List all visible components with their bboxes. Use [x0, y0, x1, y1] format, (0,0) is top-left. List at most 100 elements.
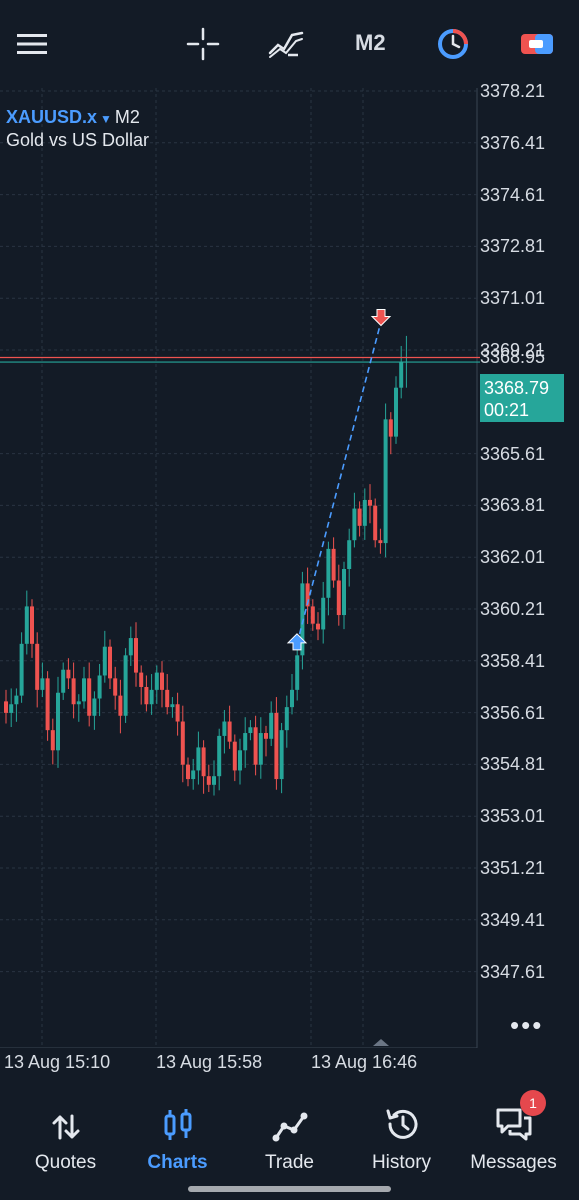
candle-body: [326, 548, 331, 598]
price-label: 3374.61: [480, 184, 546, 205]
trade-panel-icon[interactable]: [515, 22, 559, 66]
candle-body: [196, 747, 201, 771]
candle-body: [305, 583, 310, 607]
candle-body: [321, 597, 326, 630]
candle-body: [144, 686, 149, 705]
candle-body: [269, 712, 274, 739]
indicators-icon[interactable]: [264, 22, 308, 66]
candle-body: [139, 672, 144, 687]
price-label: 3360.21: [480, 599, 546, 619]
candle-body: [128, 638, 133, 656]
candle-body: [50, 730, 55, 751]
candle-body: [388, 419, 393, 437]
symbol-header[interactable]: XAUUSD.x ▼ M2: [6, 107, 140, 128]
candle-body: [92, 698, 97, 716]
current-price-box: 3368.79 00:21: [480, 374, 564, 422]
candle-body: [284, 707, 289, 731]
chart-timeframe: M2: [114, 107, 140, 127]
nav-charts-label: Charts: [147, 1152, 208, 1173]
price-label: 3358.41: [480, 650, 546, 671]
candle-body: [206, 776, 211, 785]
candle-body: [118, 695, 123, 716]
candle-body: [300, 583, 305, 656]
candlestick-chart[interactable]: [0, 88, 579, 1048]
timeframe-selector[interactable]: M2: [355, 30, 386, 55]
time-label: 13 Aug 15:10: [4, 1052, 111, 1072]
symbol-dropdown-icon[interactable]: ▼: [100, 112, 112, 126]
candle-body: [258, 733, 263, 765]
candle-body: [394, 387, 398, 437]
hamburger-menu-icon[interactable]: [10, 22, 54, 66]
nav-quotes[interactable]: Quotes: [8, 1090, 123, 1180]
trade-connector-line: [296, 321, 382, 645]
more-options-button[interactable]: •••: [510, 1010, 544, 1040]
messages-chat-icon: [456, 1090, 571, 1142]
candle-body: [56, 692, 60, 751]
nav-charts[interactable]: Charts: [120, 1090, 235, 1180]
candle-body: [149, 689, 154, 705]
candle-body: [165, 689, 170, 708]
nav-history-label: History: [371, 1152, 432, 1173]
trade-graph-icon: [232, 1090, 347, 1142]
candle-body: [264, 733, 268, 739]
candle-body: [212, 776, 216, 785]
candle-body: [368, 499, 372, 506]
candle-body: [71, 678, 76, 705]
nav-trade-label: Trade: [265, 1152, 314, 1173]
quotes-arrows-icon: [8, 1090, 123, 1142]
candle-body: [170, 704, 175, 708]
price-label: 3353.01: [480, 806, 546, 827]
nav-messages-label: Messages: [470, 1152, 557, 1173]
price-label: 3378.21: [480, 81, 546, 101]
charts-candles-icon: [120, 1090, 235, 1142]
candle-body: [14, 695, 19, 705]
candle-body: [336, 580, 341, 616]
price-label: 3362.01: [480, 547, 546, 568]
candle-body: [362, 499, 367, 526]
price-label: 3347.61: [480, 961, 546, 982]
nav-history[interactable]: History: [344, 1090, 459, 1180]
symbol-name[interactable]: XAUUSD.x: [6, 107, 98, 127]
nav-messages[interactable]: 1 Messages: [456, 1090, 571, 1180]
top-toolbar: M2: [0, 0, 579, 88]
candle-body: [274, 712, 279, 780]
candle-body: [35, 643, 40, 690]
nav-trade[interactable]: Trade: [232, 1090, 347, 1180]
candle-body: [113, 678, 118, 696]
price-chart[interactable]: [0, 88, 579, 1048]
crosshair-icon[interactable]: [181, 22, 225, 66]
price-label: 3376.41: [480, 132, 546, 153]
candle-body: [222, 721, 227, 736]
price-label: 3356.61: [480, 702, 546, 723]
candle-body: [352, 508, 357, 541]
candle-body: [160, 672, 164, 690]
candle-body: [87, 678, 92, 716]
candle-body: [76, 701, 81, 705]
candle-body: [347, 540, 352, 569]
one-click-timer-icon[interactable]: [431, 22, 475, 66]
scroll-marker-icon: [373, 1039, 389, 1046]
price-label: 3365.61: [480, 443, 546, 464]
candle-body: [201, 747, 206, 777]
candle-body: [243, 733, 248, 751]
current-price: 3368.79: [484, 378, 550, 398]
nav-quotes-label: Quotes: [34, 1152, 97, 1173]
candle-body: [40, 678, 45, 690]
candle-body: [61, 669, 66, 693]
candle-body: [154, 672, 159, 690]
price-label: 3354.81: [480, 754, 546, 775]
candle-body: [9, 704, 14, 713]
candle-body: [357, 508, 362, 526]
candle-body: [378, 540, 383, 544]
candle-body: [66, 669, 71, 679]
candle-body: [180, 721, 185, 765]
candle-body: [399, 361, 404, 388]
candle-body: [30, 606, 34, 644]
candle-body: [123, 655, 128, 716]
time-label: 13 Aug 15:58: [156, 1052, 263, 1072]
candle-body: [227, 721, 232, 742]
candle-body: [232, 741, 237, 771]
price-label: 3369.21: [480, 340, 546, 360]
candle-body: [82, 678, 86, 702]
candle-body: [248, 727, 253, 734]
